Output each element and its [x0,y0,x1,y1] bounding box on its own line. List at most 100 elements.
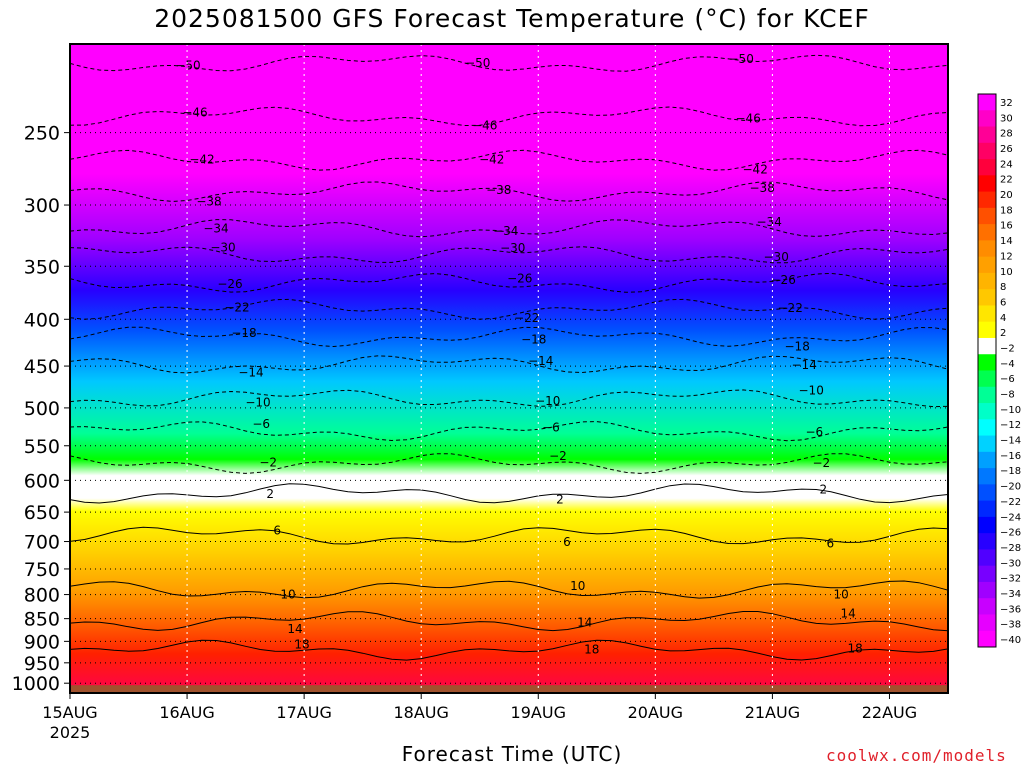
x-tick-sublabel: 2025 [50,723,91,742]
isotherm--14 [69,355,949,374]
isotherm-label: 18 [294,638,309,652]
colorbar-swatch [978,126,996,144]
colorbar-swatch [978,468,996,485]
x-axis: 15AUG 16AUG 17AUG 18AUG 19AUG 20AUG 21AUG 22AUG… [42,693,917,742]
y-tick-label: 550 [24,436,60,458]
isotherm-18 [69,639,949,661]
colorbar-label: 32 [1000,98,1013,109]
isotherm-label: 18 [848,641,863,655]
y-tick-label: 950 [24,653,60,675]
colorbar-swatch [978,484,996,502]
colorbar-swatch [978,337,996,355]
colorbar-swatch [978,403,996,420]
colorbar-label: 28 [1000,129,1013,140]
y-axis: 2503003504004505005506006507007508008509… [12,123,70,695]
isotherm-label: −38 [196,194,221,208]
x-tick-label: 22AUG [862,703,917,722]
isotherm-label: 14 [841,607,856,621]
isotherm-6 [69,526,949,545]
isotherm-label: −26 [507,271,532,285]
colorbar-label: −18 [1000,466,1021,477]
colorbar-swatch [978,451,996,469]
colorbar-swatch [978,435,996,453]
colorbar-label: 30 [1000,113,1013,124]
colorbar-label: 12 [1000,251,1013,262]
plot-frame [69,43,949,694]
isotherm-label: −42 [743,163,768,177]
y-tick-label: 750 [24,559,60,581]
isotherm-label: −6 [252,417,270,431]
colorbar-label: 2 [1000,328,1006,339]
isotherm--10 [69,389,949,408]
colorbar-swatch [978,516,996,534]
ground-layer [70,685,948,693]
colorbar-swatch [978,142,996,160]
colorbar-legend: 32 30 28 26 24 22 20 18 16 14 12 10 8 6 4 2 −2 −4 −6 −8 −10 −… [977,93,1021,648]
y-tick-label: 450 [24,356,60,378]
plot-area: −50 −50 −50 −46 −46 −46 −42 −42 −42 −38 −38 −38 −34 −… [69,43,949,694]
colorbar-label: −10 [1000,405,1021,416]
colorbar-swatch [978,419,996,437]
colorbar-label: 24 [1000,159,1013,170]
isotherm-14 [69,611,949,632]
isotherm-label: −30 [210,241,235,255]
colorbar-swatch [978,598,996,615]
isotherm-label: −42 [189,152,214,166]
isotherm-label: 2 [556,492,564,506]
colorbar-swatch [978,159,996,176]
isotherm--34 [69,219,949,238]
colorbar-swatch [978,256,996,274]
y-tick-label: 800 [24,585,60,607]
isotherm-label: 6 [273,524,281,538]
isotherm-label: 6 [827,536,835,550]
colorbar-label: −6 [1000,374,1015,385]
colorbar-label: −30 [1000,558,1021,569]
isotherm-label: −2 [259,456,277,470]
colorbar-swatch [978,224,996,241]
isotherm-label: 2 [266,487,274,501]
source-credit[interactable]: coolwx.com/models [826,746,1007,765]
isotherm-label: −10 [535,394,560,408]
isotherm-label: −38 [486,183,511,197]
isotherm-label: −14 [528,354,553,368]
colorbar-label: 16 [1000,221,1013,232]
colorbar-frame [977,93,997,648]
isotherm-label: −34 [203,221,228,235]
isotherm--26 [69,272,949,293]
colorbar-swatch [978,370,996,388]
colorbar-swatch [978,386,996,404]
isotherm-label: −18 [785,339,810,353]
colorbar-label: −34 [1000,589,1021,600]
isotherm-label: −42 [479,153,504,167]
x-tick-label: 20AUG [628,703,683,722]
colorbar-label: −12 [1000,420,1021,431]
colorbar-swatch [978,581,996,599]
isotherm-label: −46 [472,119,497,133]
isotherm-10 [69,580,949,599]
colorbar-swatch [978,565,996,583]
isotherm-label: −10 [245,396,270,410]
colorbar-swatch [978,289,996,306]
x-tick-label: 19AUG [511,703,566,722]
isotherm-label: −18 [231,326,256,340]
isotherm--30 [69,246,949,264]
colorbar-label: 26 [1000,144,1013,155]
colorbar-label: 18 [1000,205,1013,216]
isotherm-label: −6 [542,420,560,434]
isotherm-label: −34 [493,224,518,238]
isotherm-label: −6 [806,425,824,439]
isotherm-label: 14 [577,616,592,630]
y-tick-label: 250 [24,123,60,145]
y-tick-label: 1000 [12,673,60,695]
colorbar-label: 6 [1000,297,1006,308]
colorbar-label: 4 [1000,313,1006,324]
colorbar-swatch [978,110,996,128]
colorbar-swatch [978,614,996,632]
isotherm-label: −10 [799,384,824,398]
isotherm--18 [69,326,949,348]
isotherm-label: −34 [757,215,782,229]
isotherm--38 [69,181,949,202]
isotherm-label: −30 [764,250,789,264]
isotherm-label: −46 [736,112,761,126]
y-tick-label: 400 [24,309,60,331]
